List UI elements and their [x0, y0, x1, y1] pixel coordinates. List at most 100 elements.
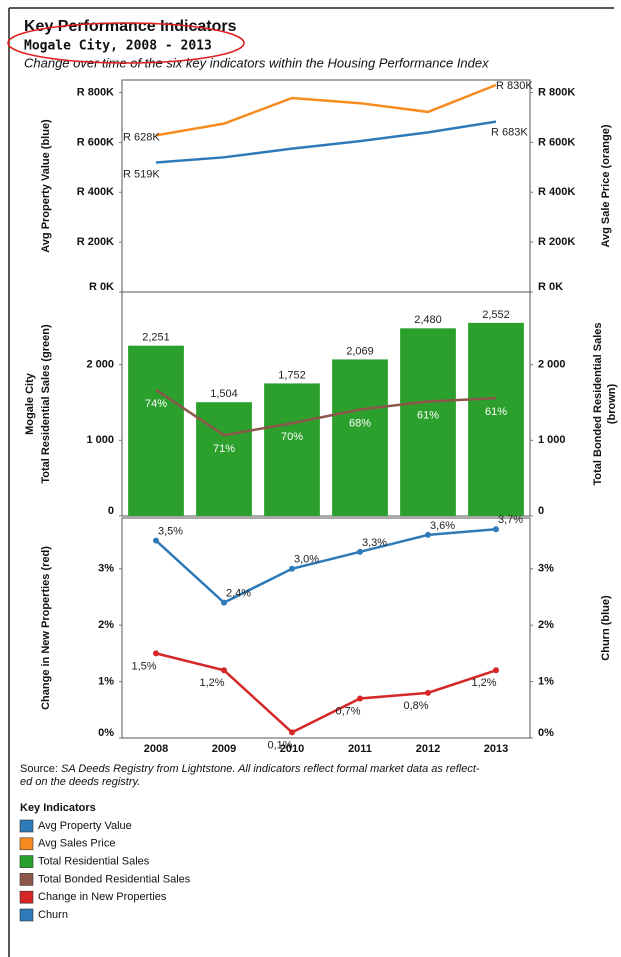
x-tick-label: 2012	[416, 743, 440, 755]
marker	[357, 548, 363, 555]
legend-label: Change in New Properties	[38, 891, 167, 903]
source-text: SA Deeds Registry from Lightstone. All i…	[61, 763, 480, 775]
x-tick-label: 2013	[484, 743, 508, 755]
value-label: 3,7%	[498, 514, 523, 526]
panel	[121, 517, 531, 739]
y2-tick-label: R 800K	[538, 86, 575, 98]
bar	[196, 402, 252, 516]
x-tick-label: 2011	[348, 743, 372, 755]
bar	[128, 345, 184, 516]
marker	[425, 689, 431, 696]
bar	[332, 359, 388, 516]
y2-tick-label: 3%	[538, 563, 554, 575]
y2-tick-label: 0	[538, 505, 544, 517]
bar-value-label: 2,251	[142, 332, 170, 344]
y2-tick-label: 1%	[538, 675, 554, 687]
bar	[264, 383, 320, 516]
y-tick-label: 3%	[98, 563, 114, 575]
y-axis-title: Avg Property Value (blue)	[40, 119, 52, 253]
value-label: 1,2%	[199, 677, 224, 689]
value-label: R 830K	[496, 80, 533, 92]
y2-axis-title: Total Bonded Residential Sales	[592, 323, 604, 486]
legend-swatch	[19, 873, 34, 886]
marker	[289, 565, 295, 572]
source-line-1: Source: SA Deeds Registry from Lightston…	[20, 763, 480, 775]
value-label: 0,7%	[335, 705, 360, 717]
legend-title: Key Indicators	[20, 802, 96, 814]
y-tick-label: 0%	[98, 727, 114, 739]
y2-tick-label: 2%	[538, 619, 554, 631]
marker	[221, 599, 227, 606]
y-tick-label: 0	[108, 505, 114, 517]
line	[155, 388, 497, 437]
marker	[153, 650, 159, 657]
highlight-ellipse	[7, 22, 245, 64]
value-label: R 519K	[123, 168, 160, 180]
y2-axis-title: Churn (blue)	[600, 595, 612, 661]
y-axis-title: Change in New Properties (red)	[40, 546, 52, 710]
subtitle: Mogale City, 2008 - 2013	[24, 39, 212, 54]
line	[155, 120, 497, 164]
y2-tick-label: 0%	[538, 727, 554, 739]
marker	[153, 537, 159, 544]
marker	[221, 667, 227, 674]
panel	[121, 291, 531, 517]
value-label: 1,2%	[471, 677, 496, 689]
value-label: R 628K	[123, 131, 160, 143]
legend-label: Churn	[38, 909, 68, 921]
bar-value-label: 1,504	[210, 388, 238, 400]
y-tick-label: R 800K	[77, 86, 114, 98]
share-label: 68%	[349, 417, 371, 429]
legend-swatch	[19, 908, 34, 922]
bar-value-label: 2,480	[414, 314, 442, 326]
description: Change over time of the six key indicato…	[24, 55, 489, 70]
x-tick-label: 2008	[144, 743, 168, 755]
y2-tick-label: R 600K	[538, 136, 575, 148]
y2-tick-label: R 400K	[538, 186, 575, 198]
line	[155, 528, 497, 605]
panel	[121, 79, 531, 293]
marker	[289, 729, 295, 736]
y2-tick-label: 1 000	[538, 434, 566, 446]
value-label: 3,6%	[430, 520, 455, 532]
share-label: 71%	[213, 443, 235, 455]
legend-swatch	[19, 855, 34, 868]
value-label: 3,5%	[158, 525, 183, 537]
share-label: 61%	[485, 406, 507, 418]
legend-swatch	[19, 837, 34, 851]
legend-label: Total Bonded Residential Sales	[38, 873, 191, 885]
bar-value-label: 2,069	[346, 345, 374, 357]
y-tick-label: R 400K	[77, 186, 114, 198]
value-label: 0,1%	[267, 739, 292, 751]
legend-label: Avg Property Value	[38, 820, 132, 832]
y-tick-label: 2 000	[86, 359, 114, 371]
y-tick-label: R 600K	[77, 136, 114, 148]
share-label: 61%	[417, 409, 439, 421]
line	[155, 83, 497, 137]
line	[155, 652, 497, 734]
legend-label: Avg Sales Price	[38, 838, 115, 850]
marker	[493, 667, 499, 674]
y-tick-label: 1 000	[86, 434, 114, 446]
source-prefix: Source:	[20, 763, 58, 775]
value-label: 3,3%	[362, 537, 387, 549]
y2-tick-label: R 200K	[538, 236, 575, 248]
y-axis-title: Mogale City	[24, 372, 36, 435]
bar-value-label: 1,752	[278, 369, 306, 381]
value-label: 0,8%	[403, 700, 428, 712]
marker	[425, 531, 431, 538]
y-tick-label: 1%	[98, 675, 114, 687]
bar	[400, 328, 456, 516]
share-label: 74%	[145, 398, 167, 410]
y2-tick-label: R 0K	[538, 281, 563, 293]
value-label: 2,4%	[226, 588, 251, 600]
value-label: R 683K	[491, 127, 528, 139]
y-tick-label: R 0K	[89, 281, 114, 293]
y-axis-title: Total Residential Sales (green)	[40, 324, 52, 484]
title: Key Performance Indicators	[24, 18, 237, 35]
y2-axis-title: Avg Sale Price (orange)	[600, 124, 612, 247]
bar-value-label: 2,552	[482, 309, 510, 321]
legend-label: Total Residential Sales	[38, 856, 150, 868]
value-label: 1,5%	[131, 660, 156, 672]
